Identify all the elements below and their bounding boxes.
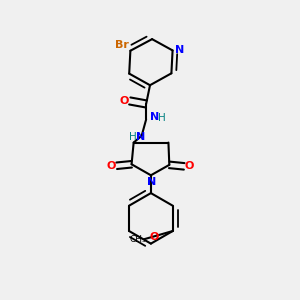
Text: N: N [150,112,159,122]
Text: O: O [150,232,159,242]
Text: N: N [147,177,156,187]
Text: O: O [185,161,194,171]
Text: O: O [107,161,116,171]
Text: N: N [175,45,184,55]
Text: CH₃: CH₃ [130,236,147,244]
Text: H: H [158,112,166,123]
Text: O: O [120,96,129,106]
Text: N: N [136,132,145,142]
Text: H: H [130,132,137,142]
Text: Br: Br [115,40,129,50]
